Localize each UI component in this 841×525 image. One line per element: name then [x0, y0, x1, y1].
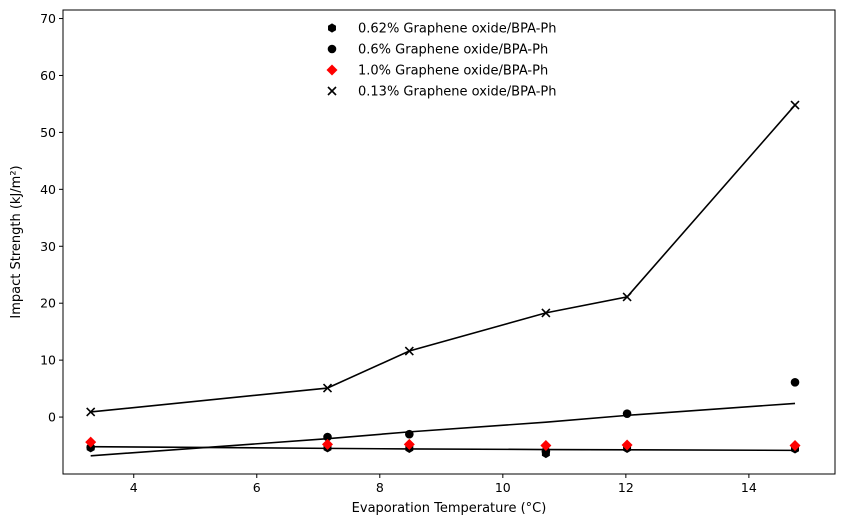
series-1-point [790, 378, 800, 387]
legend-marker [327, 86, 337, 96]
series-3-point [404, 346, 414, 356]
series-1-point [405, 429, 414, 439]
series-3-point [541, 308, 551, 318]
legend-item: 0.6% Graphene oxide/BPA-Ph [327, 43, 548, 58]
series-1-point [323, 432, 332, 442]
legend-item: 1.0% Graphene oxide/BPA-Ph [326, 64, 548, 79]
x-axis-label: Evaporation Temperature (°C) [352, 501, 547, 516]
y-tick-label: 20 [40, 296, 56, 311]
y-axis-label: Impact Strength (kJ/m²) [9, 165, 24, 318]
series-2-point [540, 440, 552, 452]
y-tick-label: 40 [40, 182, 56, 197]
legend-marker [328, 23, 336, 33]
legend-label: 1.0% Graphene oxide/BPA-Ph [358, 64, 548, 79]
series-2-point [621, 439, 633, 451]
x-tick-label: 12 [618, 480, 634, 495]
legend-item: 0.62% Graphene oxide/BPA-Ph [328, 22, 556, 37]
legend-item: 0.13% Graphene oxide/BPA-Ph [327, 85, 556, 100]
series-2-point [403, 438, 415, 450]
series-2-point [789, 440, 801, 452]
series-1-point [622, 409, 632, 418]
y-tick-label: 60 [40, 68, 56, 83]
data-markers [85, 100, 801, 459]
x-tick-label: 4 [130, 480, 138, 495]
fit-lines [90, 104, 796, 457]
legend-label: 0.13% Graphene oxide/BPA-Ph [358, 85, 556, 100]
y-tick-label: 30 [40, 239, 56, 254]
series-2-point [85, 436, 97, 448]
series-3-point [86, 407, 96, 417]
x-tick-label: 8 [376, 480, 384, 495]
series-3-point [622, 292, 632, 302]
x-tick-label: 10 [495, 480, 511, 495]
x-tick-label: 6 [253, 480, 261, 495]
series-3-line [90, 104, 796, 413]
y-tick-label: 70 [40, 11, 56, 26]
y-tick-label: 10 [40, 353, 56, 368]
legend-marker [327, 44, 337, 54]
y-tick-label: 50 [40, 125, 56, 140]
series-3-point [322, 383, 333, 393]
series-0-fit-line [90, 445, 796, 452]
y-axis-ticks: 0 10 20 30 40 50 60 70 [40, 11, 63, 425]
series-3-point [790, 100, 800, 110]
series-1-fit-line [90, 402, 796, 457]
legend-label: 0.6% Graphene oxide/BPA-Ph [358, 43, 548, 58]
legend: 0.62% Graphene oxide/BPA-Ph 0.6% Graphene… [326, 22, 556, 100]
legend-label: 0.62% Graphene oxide/BPA-Ph [358, 22, 556, 37]
series-1-point [541, 446, 551, 456]
y-tick-label: 0 [48, 410, 56, 425]
plot-frame [62, 9, 836, 475]
legend-marker [326, 64, 338, 76]
x-tick-label: 14 [741, 480, 757, 495]
x-axis-ticks: 4 6 8 10 12 14 [130, 474, 757, 495]
series-2-point [322, 438, 334, 450]
